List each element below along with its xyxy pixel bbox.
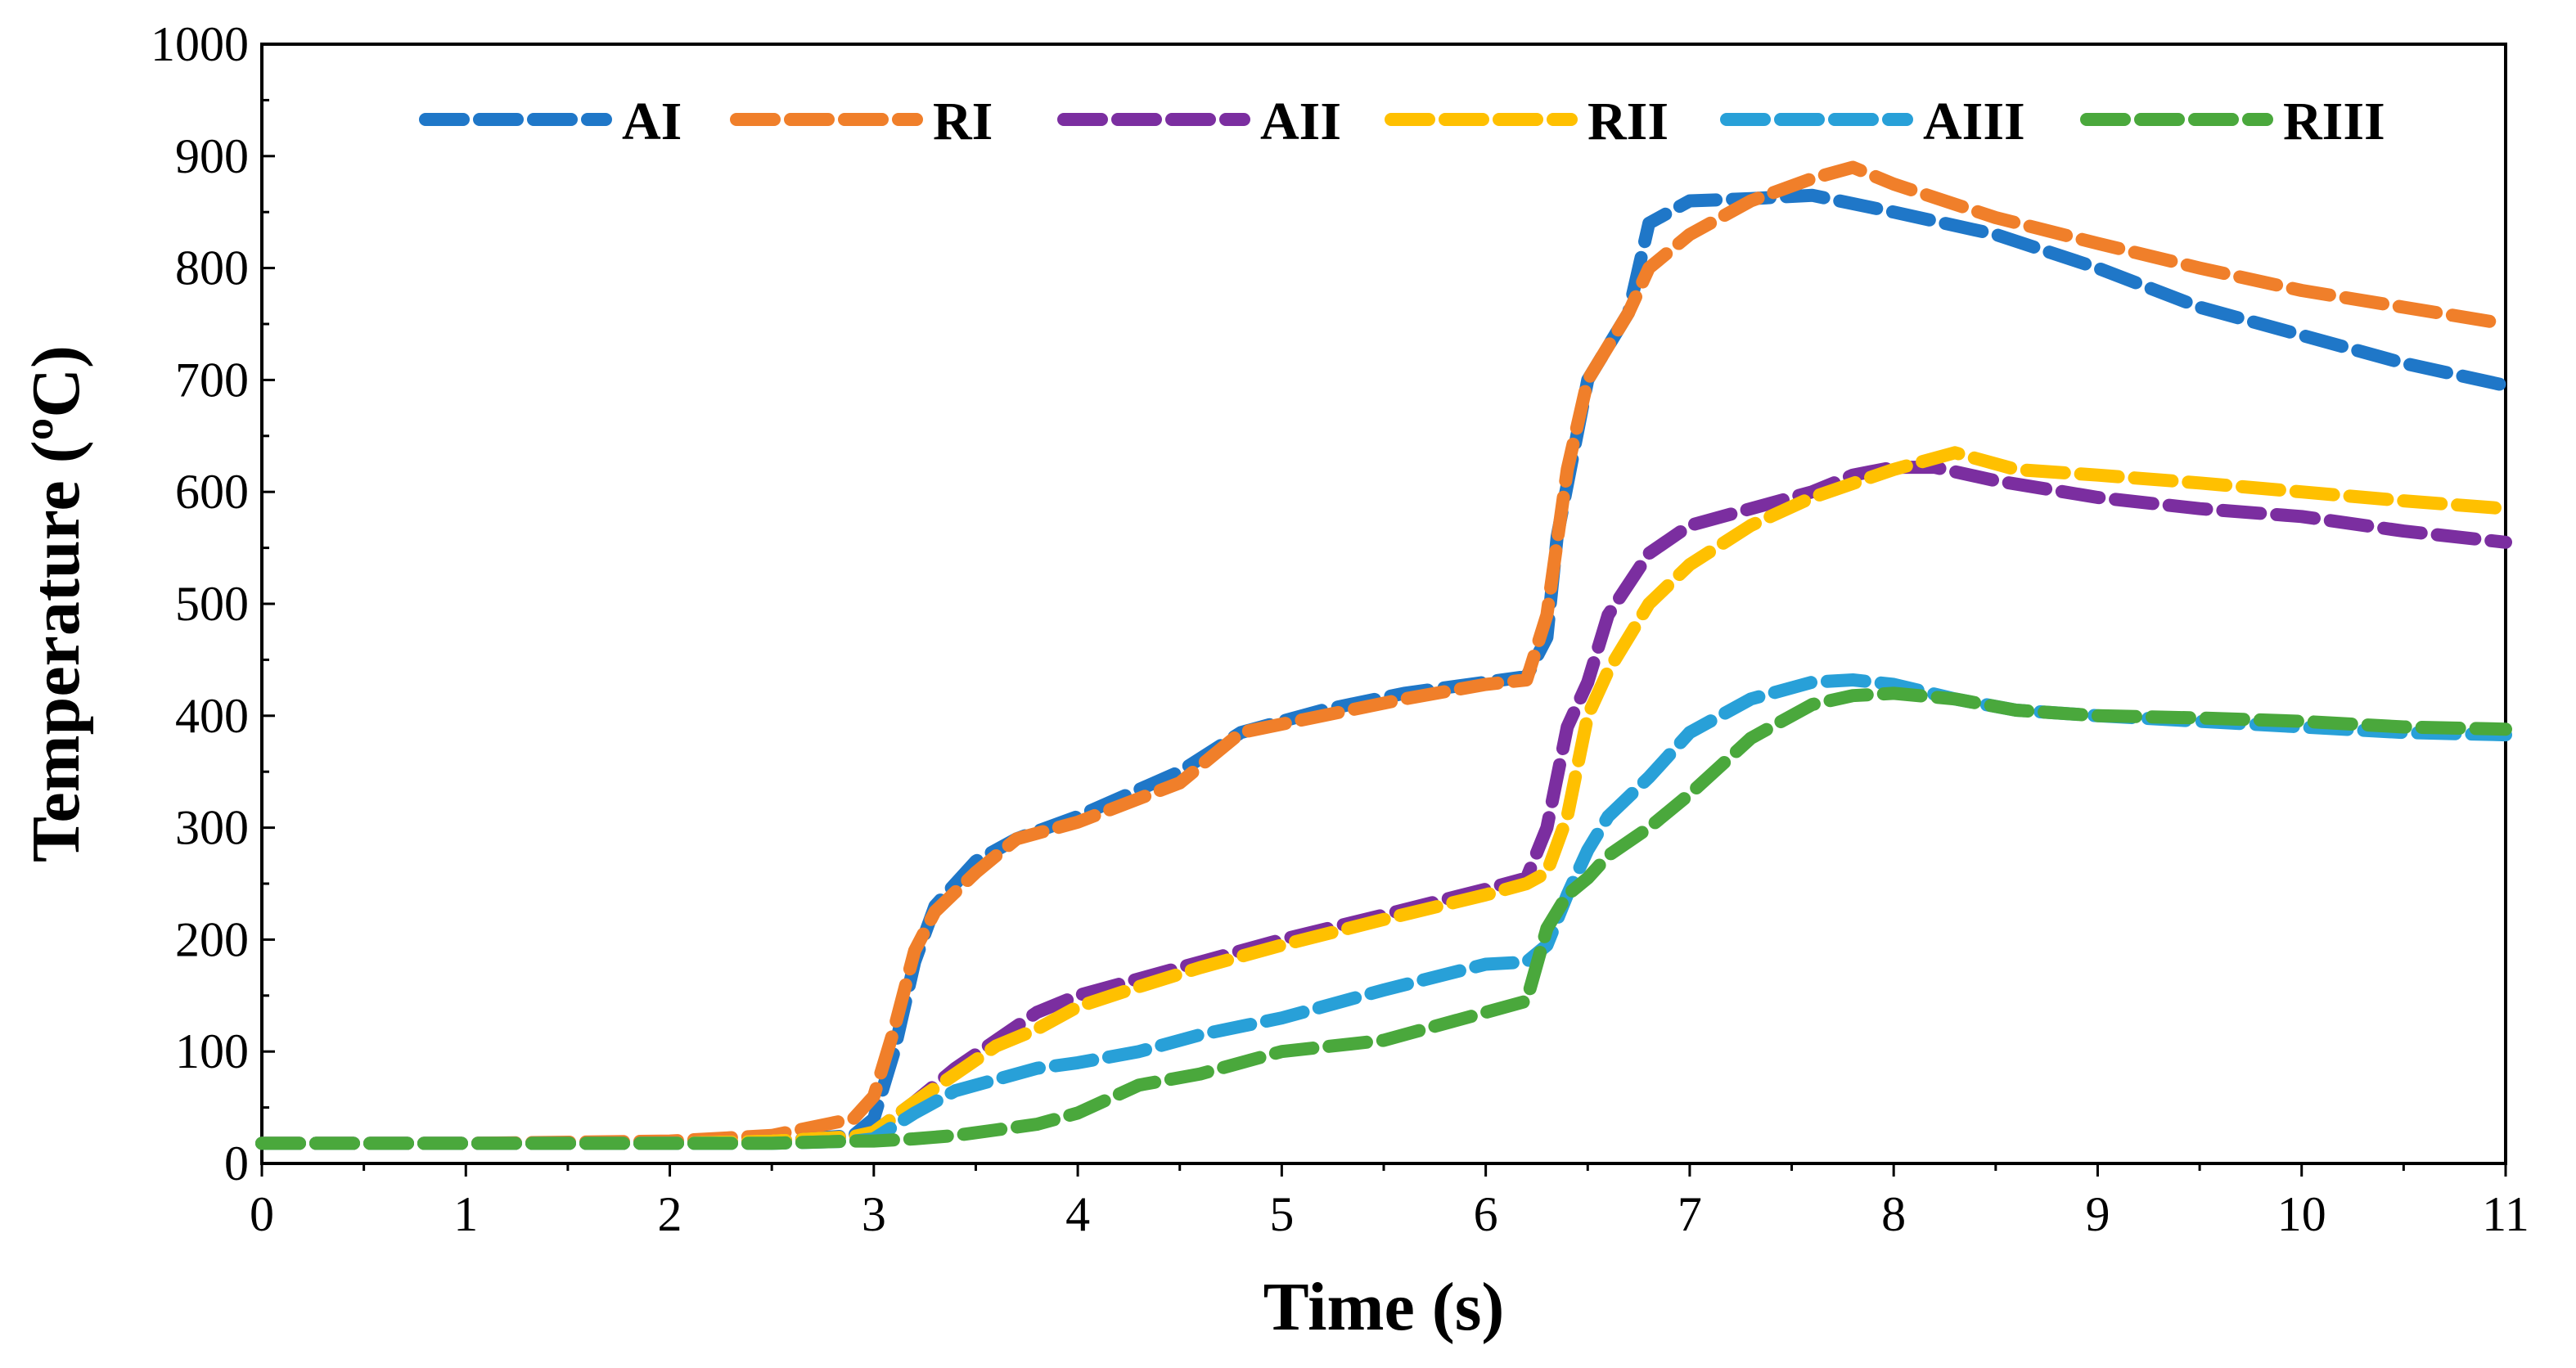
y-tick-label: 1000: [151, 17, 249, 71]
x-tick-label: 1: [453, 1187, 478, 1241]
series-layer: [255, 160, 2512, 1150]
y-tick-label: 500: [175, 577, 249, 631]
series-line-ri: [255, 160, 2512, 1150]
legend: AI RI AII RII AIII RIII: [419, 92, 2385, 151]
x-tick-label: 0: [250, 1187, 274, 1241]
y-axis-title: Temperature (ºC): [18, 345, 94, 862]
y-tick-label: 700: [175, 353, 249, 407]
y-tick-label: 300: [175, 801, 249, 855]
x-tick-label: 8: [1881, 1187, 1906, 1241]
y-tick-label: 900: [175, 129, 249, 183]
y-tick-label: 100: [175, 1024, 249, 1078]
y-tick-label: 0: [224, 1136, 249, 1190]
x-tick-label: 11: [2482, 1187, 2529, 1241]
x-tick-label: 10: [2277, 1187, 2326, 1241]
y-axis: 0 100 200 300 400 500 600 700 800 900 1000: [151, 17, 275, 1190]
series-line-riii: [255, 686, 2512, 1150]
x-tick-label: 3: [862, 1187, 886, 1241]
y-tick-label: 600: [175, 465, 249, 519]
y-tick-label: 400: [175, 689, 249, 743]
x-axis: 0 1 2 3 4 5 6 7 8 9 10 11: [250, 1163, 2529, 1241]
x-tick-label: 7: [1678, 1187, 1702, 1241]
legend-label-ai: AI: [622, 92, 682, 151]
legend-label-riii: RIII: [2283, 92, 2385, 151]
y-tick-label: 200: [175, 912, 249, 966]
x-tick-label: 2: [658, 1187, 682, 1241]
legend-label-rii: RII: [1587, 92, 1669, 151]
legend-label-ri: RI: [933, 92, 993, 151]
legend-label-aiii: AIII: [1923, 92, 2025, 151]
x-tick-label: 5: [1269, 1187, 1294, 1241]
legend-label-aii: AII: [1260, 92, 1341, 151]
x-tick-label: 9: [2085, 1187, 2110, 1241]
x-tick-label: 6: [1474, 1187, 1498, 1241]
x-tick-label: 4: [1065, 1187, 1090, 1241]
x-axis-title: Time (s): [1263, 1269, 1505, 1345]
series-line-rii: [255, 446, 2512, 1150]
y-tick-label: 800: [175, 241, 249, 295]
